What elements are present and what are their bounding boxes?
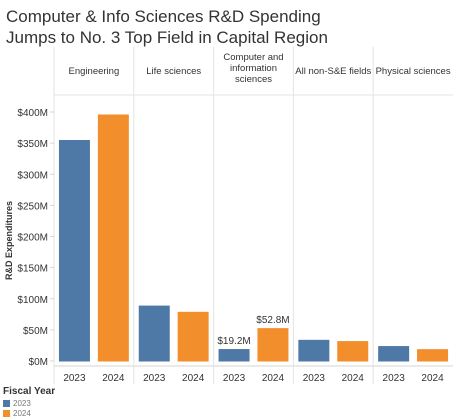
x-tick-label: 2024 (421, 373, 444, 384)
y-tick-label: $50M (23, 326, 48, 337)
panel-header-label: Computer and (223, 52, 283, 63)
legend-item-2024: 2024 (3, 408, 55, 418)
x-tick-label: 2024 (262, 373, 285, 384)
y-tick-label: $0M (29, 357, 48, 368)
x-tick-label: 2023 (383, 373, 406, 384)
bar-2023 (138, 305, 170, 362)
panel-header-label: Physical sciences (376, 66, 451, 77)
bar-2023 (58, 140, 90, 362)
chart-title-line-2: Jumps to No. 3 Top Field in Capital Regi… (6, 28, 328, 47)
chart-title-line-1: Computer & Info Sciences R&D Spending (6, 7, 321, 26)
bar-2024 (417, 349, 449, 362)
bar-2024 (177, 311, 209, 362)
bar-chart: $0M $50M $100M $150M $200M $250M $300M $350M $40… (4, 47, 453, 384)
x-tick-label: 2023 (223, 373, 246, 384)
panel-header-label: All non-S&E fields (295, 66, 371, 77)
x-tick-label: 2023 (303, 373, 326, 384)
panel-header-label: sciences (235, 74, 272, 85)
panel-header-label: information (230, 63, 277, 74)
data-label: $52.8M (256, 315, 289, 326)
x-tick-label: 2023 (63, 373, 86, 384)
x-tick-label: 2024 (342, 373, 365, 384)
legend-label-2023: 2023 (13, 398, 31, 408)
y-tick-label: $300M (17, 170, 48, 181)
bar-2024 (337, 341, 369, 362)
bar-2023 (378, 346, 410, 362)
legend-swatch-2023 (3, 399, 10, 407)
y-tick-label: $250M (17, 201, 48, 212)
x-tick-label: 2024 (102, 373, 125, 384)
panel-header-label: Engineering (69, 66, 120, 77)
y-tick-label: $200M (17, 233, 48, 244)
x-tick-label: 2023 (143, 373, 166, 384)
chart-title: Computer & Info Sciences R&D Spending Ju… (6, 6, 446, 48)
legend-title: Fiscal Year (3, 386, 56, 397)
legend-label-2024: 2024 (13, 408, 31, 418)
data-label: $19.2M (217, 336, 250, 347)
bar-2024 (257, 328, 289, 362)
y-tick-label: $350M (17, 139, 48, 150)
y-axis-label: R&D Expenditures (4, 201, 14, 280)
bar-2023 (298, 339, 330, 362)
y-tick-label: $150M (17, 264, 48, 275)
bar-2023 (218, 349, 250, 362)
bar-2024 (97, 114, 129, 362)
legend-swatch-2024 (3, 409, 10, 417)
x-tick-label: 2024 (182, 373, 205, 384)
panel-header-label: Life sciences (146, 66, 201, 77)
y-tick-label: $400M (17, 108, 48, 119)
legend-item-2023: 2023 (3, 398, 55, 408)
y-tick-label: $100M (17, 295, 48, 306)
legend: Fiscal Year 2023 2024 (3, 386, 55, 418)
